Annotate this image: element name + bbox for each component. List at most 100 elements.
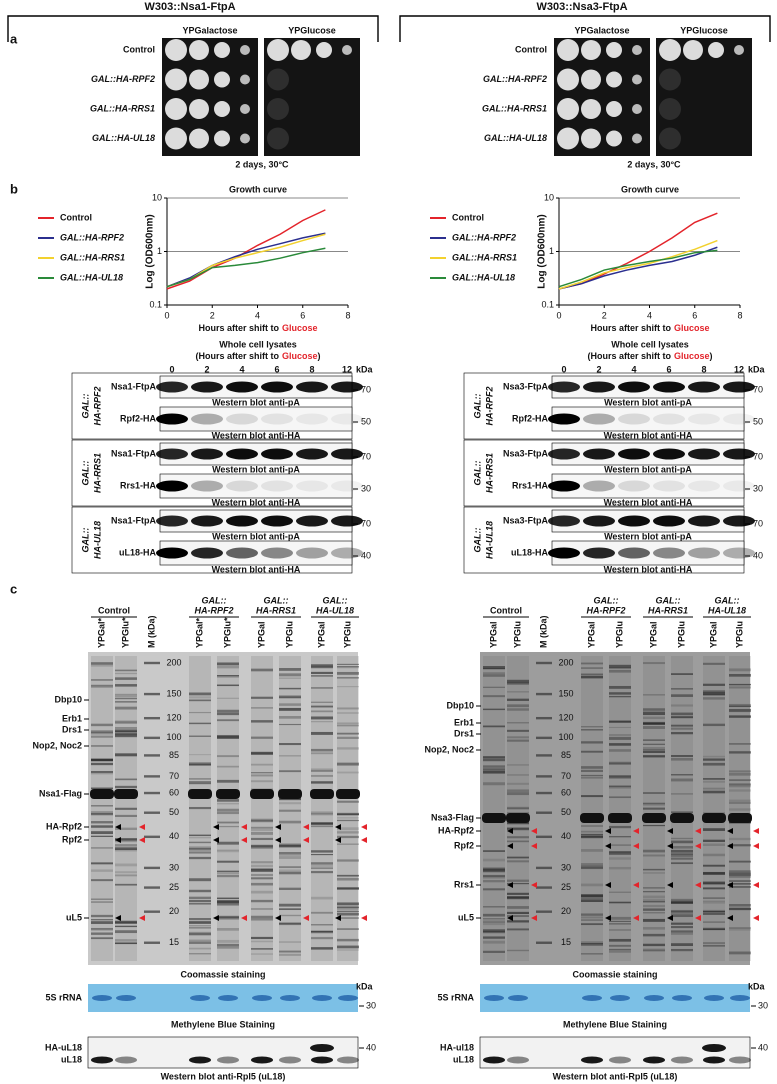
blot-band (688, 480, 720, 492)
gel-band (643, 927, 665, 930)
blot-band (723, 413, 755, 425)
marker-band (536, 661, 552, 665)
gel-band (483, 950, 505, 953)
colony-spot (683, 40, 703, 60)
gel-band (279, 922, 301, 926)
western-band (507, 1056, 529, 1064)
band-arrow (115, 837, 121, 843)
gel-band (671, 923, 693, 925)
growth-line (166, 209, 326, 290)
gel-band (609, 844, 631, 846)
gel-band (217, 902, 239, 905)
lysate-subtitle-text: (Hours after shift to (195, 351, 279, 361)
strain-label: GAL::HA-RPF2 (91, 74, 155, 84)
gel-band (703, 853, 725, 857)
group-label: GAL:: (264, 595, 289, 605)
gel-band (337, 917, 359, 920)
medium-label: YPGlucose (288, 25, 336, 35)
lane-label: 0 (169, 364, 174, 374)
gel-band (643, 748, 665, 751)
blot (159, 406, 353, 432)
gel-band (507, 739, 529, 742)
gel-band (337, 835, 359, 839)
gel-band (311, 687, 333, 689)
protein-label: Nsa1-FtpA (111, 448, 157, 458)
marker-label: 70 (361, 518, 371, 528)
lane-label: M (kDa) (538, 615, 548, 648)
gel-band (609, 891, 631, 893)
gel-band (581, 741, 603, 744)
gel-band (729, 708, 751, 712)
group-label: GAL:: (80, 394, 90, 419)
marker-label: 70 (361, 384, 371, 394)
gel-band (483, 876, 505, 879)
band-arrow (667, 828, 673, 834)
gel-band (251, 918, 273, 921)
gel-band (279, 743, 301, 746)
group-label: GAL:: (323, 595, 348, 605)
gel-band (91, 771, 113, 775)
group-label: GAL:: (594, 595, 619, 605)
gel-band (703, 909, 725, 913)
plate-caption: 2 days, 30°C (627, 159, 681, 169)
marker-label: 120 (558, 713, 573, 723)
blot-band (723, 480, 755, 492)
gel-band (581, 750, 603, 753)
gel-band (581, 673, 603, 676)
lane-label: YPGal (488, 621, 498, 648)
band-arrow (531, 915, 537, 921)
gel-band (279, 855, 301, 857)
gel-band (279, 852, 301, 854)
gel-band (337, 725, 359, 727)
colony-spot (267, 68, 289, 91)
gel-band (729, 860, 751, 863)
band-arrow (213, 824, 219, 830)
blot-band (653, 515, 685, 527)
y-tick-label: 1 (157, 246, 162, 256)
gel-band (703, 762, 725, 766)
colony-spot (557, 98, 579, 120)
blot-band (688, 413, 720, 425)
western-band (217, 1056, 239, 1064)
gel-band (703, 690, 725, 694)
group-label: HA-RRS1 (484, 453, 494, 493)
strain-label: Control (123, 44, 155, 54)
blot-band (156, 381, 188, 393)
gel-band (483, 758, 505, 762)
gel-band (581, 896, 603, 899)
band-arrow (727, 843, 733, 849)
western-band (729, 1056, 751, 1064)
protein-label: Nsa3-FtpA (503, 515, 549, 525)
y-axis-label: Log (OD600nm) (537, 214, 548, 288)
colony-spot (557, 39, 579, 61)
rrna-band (280, 995, 300, 1001)
marker-label: 40 (753, 550, 763, 560)
gel-band (581, 662, 603, 665)
blot-caption: Western blot anti-pA (212, 464, 300, 474)
gel-band (507, 699, 529, 701)
gel-band (189, 939, 211, 942)
gel-band (643, 895, 665, 899)
gel-band (251, 826, 273, 829)
gel-band (581, 726, 603, 728)
gel-band (729, 772, 751, 776)
gel-band (671, 922, 693, 925)
gel-band (91, 745, 113, 747)
gel-band (251, 696, 273, 699)
gel-band (337, 712, 359, 714)
blot-caption: Western blot anti-HA (212, 497, 301, 507)
rrna-band (610, 995, 630, 1001)
lane-smear (279, 656, 301, 961)
gel-band (279, 802, 301, 805)
gel-band (251, 953, 273, 955)
western-caption: Western blot anti-Rpl5 (uL18) (553, 1071, 678, 1081)
gel-band (609, 734, 631, 737)
group-label: Control (98, 605, 130, 615)
gel-band (251, 772, 273, 774)
legend-label: GAL::HA-RPF2 (452, 232, 516, 242)
lane-label: 0 (561, 364, 566, 374)
western-band (115, 1056, 137, 1064)
gel-band (483, 918, 505, 920)
gel-band (217, 719, 239, 721)
gel-band (115, 925, 137, 928)
